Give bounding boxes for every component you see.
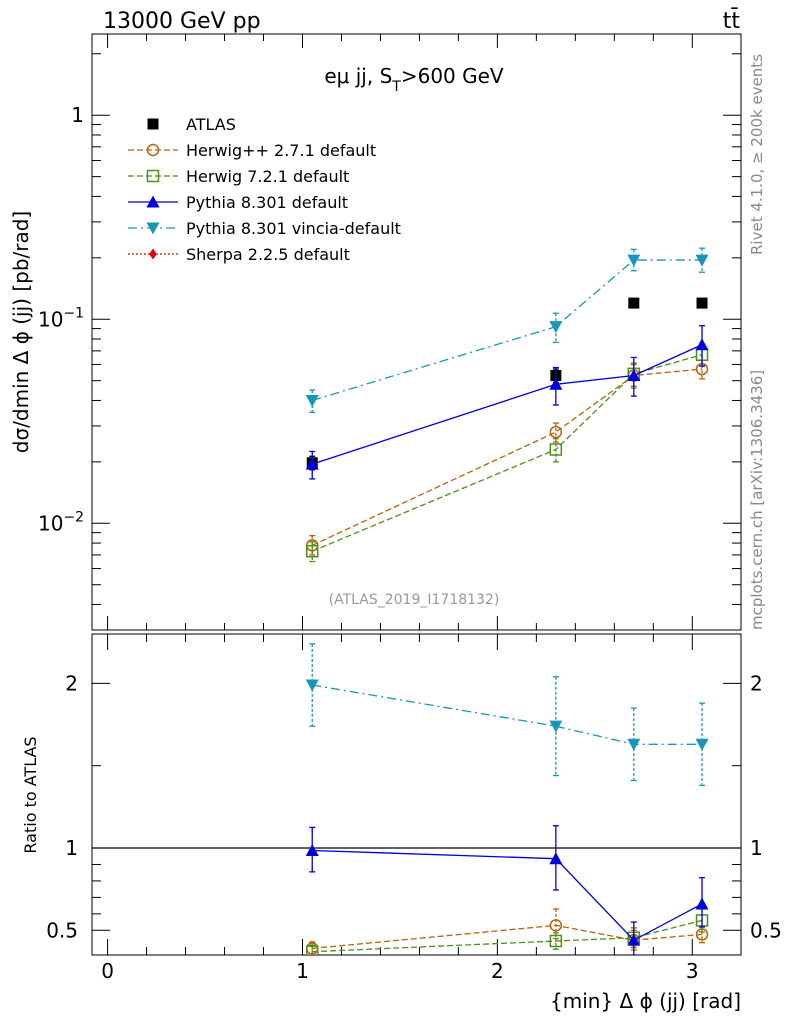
main-y-tick-label: 1	[71, 103, 84, 127]
main-line-pythia-8-301-vincia-default	[312, 259, 703, 402]
ratio-point-pythia-8-301-vincia-default	[549, 720, 563, 733]
ratio-series-herwig-2-7-1-default	[305, 908, 709, 955]
legend-marker	[147, 118, 159, 130]
main-frame	[91, 33, 742, 631]
ratio-line-pythia-8-301-default	[312, 849, 703, 941]
process-label: tt̄	[723, 8, 741, 34]
rivet-label: Rivet 4.1.0, ≥ 200k events	[748, 54, 766, 255]
ratio-line-herwig-2-7-1-default	[312, 924, 703, 950]
legend-entry: Pythia 8.301 vincia-default	[128, 219, 401, 238]
legend-entry: Herwig++ 2.7.1 default	[128, 141, 376, 160]
ratio-point-pythia-8-301-default	[549, 852, 563, 865]
main-series-herwig-2-7-1-default	[305, 359, 709, 556]
ratio-y-tick-label-right: 0.5	[750, 918, 782, 942]
title-tail: >600 GeV	[401, 64, 504, 88]
x-tick-label: 3	[686, 959, 699, 983]
legend: ATLAS Herwig++ 2.7.1 default Herwig 7.2.1 …	[128, 115, 401, 264]
legend-marker	[146, 143, 160, 157]
main-series-herwig-7-2-1-default	[305, 344, 709, 563]
tick-base: 10	[38, 511, 63, 535]
tick-base: 10	[38, 307, 63, 331]
legend-label: Sherpa 2.2.5 default	[186, 245, 350, 264]
ratio-y-tick-label-left: 0.5	[46, 918, 78, 942]
main-y-ticks: 10−210−11	[38, 34, 741, 631]
ratio-series-pythia-8-301-default	[305, 825, 709, 955]
main-point-pythia-8-301-vincia-default	[305, 394, 319, 407]
ratio-panel: 0.5 0.5 1 1 2 2 0 1 2 3 Ratio to ATLAS {min} Δ ϕ …	[21, 633, 782, 1013]
main-series-pythia-8-301-default	[305, 325, 709, 480]
ratio-y-tick-label-right: 1	[750, 836, 763, 860]
ratio-line-herwig-7-2-1-default	[312, 919, 703, 953]
ratio-y-tick-label-left: 2	[65, 671, 78, 695]
x-tick-label: 1	[296, 959, 309, 983]
title-sub: T	[391, 79, 401, 95]
ratio-point-pythia-8-301-vincia-default	[305, 679, 319, 692]
x-tick-label: 0	[101, 959, 114, 983]
legend-marker	[149, 248, 157, 260]
main-point-atlas	[628, 297, 640, 309]
ratio-series-pythia-8-301-vincia-default	[305, 643, 709, 787]
legend-entry: Pythia 8.301 default	[128, 193, 348, 212]
main-series	[305, 247, 709, 563]
main-point-pythia-8-301-vincia-default	[627, 254, 641, 267]
legend-entry: Herwig 7.2.1 default	[128, 167, 349, 186]
x-axis-label: {min} Δ ϕ (jj) [rad]	[550, 989, 741, 1013]
tick-exp: −1	[63, 305, 84, 321]
legend-label: ATLAS	[186, 115, 236, 134]
ratio-point-pythia-8-301-vincia-default	[695, 738, 709, 751]
main-point-pythia-8-301-default	[695, 338, 709, 351]
main-point-pythia-8-301-default	[305, 457, 319, 470]
ratio-point-herwig-2-7-1-default	[549, 919, 563, 932]
ratio-y-axis-label: Ratio to ATLAS	[21, 736, 40, 853]
ratio-line-pythia-8-301-vincia-default	[312, 684, 703, 745]
legend-label: Pythia 8.301 vincia-default	[186, 219, 401, 238]
energy-label: 13000 GeV pp	[103, 9, 261, 34]
legend-entry: Sherpa 2.2.5 default	[128, 245, 350, 264]
ratio-frame	[91, 633, 742, 956]
legend-entry: ATLAS	[147, 115, 236, 134]
legend-marker	[146, 169, 160, 183]
title-base: eμ jj, S	[324, 64, 392, 88]
legend-label: Pythia 8.301 default	[186, 193, 348, 212]
main-line-herwig-7-2-1-default	[311, 354, 703, 552]
main-point-atlas	[696, 297, 708, 309]
main-panel: 10−210−11 dσ/dmin Δ ϕ (jj) [pb/rad] eμ j…	[9, 33, 742, 631]
ratio-point-herwig-7-2-1-default	[549, 934, 563, 948]
ratio-ticks: 0.5 0.5 1 1 2 2 0 1 2 3	[46, 634, 782, 983]
main-point-pythia-8-301-vincia-default	[695, 254, 709, 267]
tick-exp: −2	[63, 509, 84, 525]
main-point-herwig-2-7-1-default	[549, 425, 563, 439]
main-series-pythia-8-301-vincia-default	[305, 247, 709, 413]
legend-label: Herwig++ 2.7.1 default	[186, 141, 376, 160]
ratio-point-pythia-8-301-default	[305, 843, 319, 856]
ratio-y-tick-label-left: 1	[65, 836, 78, 860]
legend-marker	[146, 195, 160, 208]
main-point-pythia-8-301-default	[627, 369, 641, 382]
ratio-point-pythia-8-301-default	[695, 897, 709, 910]
main-line-pythia-8-301-default	[312, 344, 703, 465]
legend-label: Herwig 7.2.1 default	[186, 167, 349, 186]
analysis-id-label: (ATLAS_2019_I1718132)	[329, 592, 500, 608]
main-y-tick-label: 10−1	[38, 305, 84, 331]
main-line-herwig-2-7-1-default	[311, 368, 703, 546]
ratio-point-pythia-8-301-default	[627, 933, 641, 946]
main-point-herwig-7-2-1-default	[549, 443, 563, 456]
ratio-point-pythia-8-301-vincia-default	[627, 738, 641, 751]
main-point-pythia-8-301-default	[549, 377, 563, 390]
main-y-axis-label: dσ/dmin Δ ϕ (jj) [pb/rad]	[9, 211, 33, 453]
legend-marker	[146, 222, 160, 235]
ratio-point-herwig-7-2-1-default	[305, 945, 319, 955]
mcplots-label: mcplots.cern.ch [arXiv:1306.3436]	[748, 370, 766, 630]
main-point-herwig-7-2-1-default	[305, 544, 319, 558]
main-title: eμ jj, ST>600 GeV	[324, 64, 504, 95]
x-tick-label: 2	[491, 959, 504, 983]
ratio-series	[305, 643, 709, 955]
ratio-y-tick-label-right: 2	[750, 671, 763, 695]
main-point-pythia-8-301-vincia-default	[549, 321, 563, 334]
main-y-tick-label: 10−2	[38, 509, 84, 535]
